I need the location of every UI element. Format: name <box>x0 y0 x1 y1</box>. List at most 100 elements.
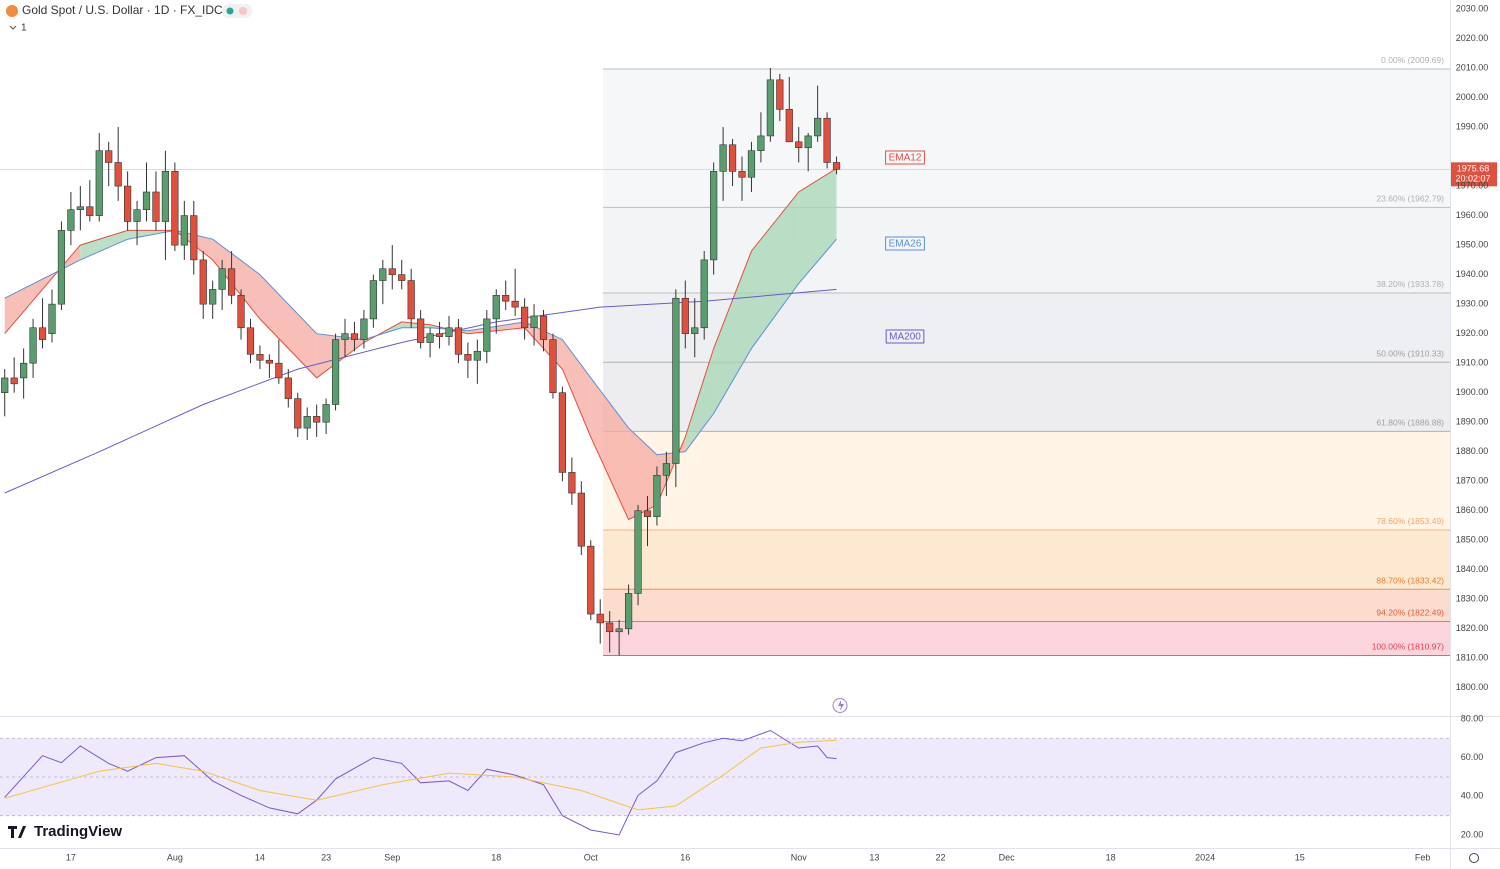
y-tick-label: 2030.00 <box>1456 3 1489 13</box>
collapse-icon[interactable] <box>9 25 17 30</box>
ema-cloud <box>80 230 128 260</box>
rsi-line <box>4 739 837 811</box>
legend-box <box>885 236 925 251</box>
candle-body <box>454 327 463 355</box>
y-tick-label: 1840.00 <box>1456 564 1489 574</box>
fib-label: 88.70% (1833.42) <box>1376 575 1444 585</box>
x-tick-label: 15 <box>1295 852 1305 862</box>
fib-label: 94.20% (1822.49) <box>1376 608 1444 618</box>
y-tick-label: 40.00 <box>1461 791 1484 801</box>
candle-body <box>265 359 273 364</box>
overlay-line <box>4 288 837 494</box>
legend-box <box>885 329 925 344</box>
ema-cloud <box>562 339 591 437</box>
candle-body <box>445 327 453 337</box>
candle-body <box>710 171 718 261</box>
ema-cloud <box>212 239 260 319</box>
candle-body <box>10 377 18 385</box>
y-tick-label: 1890.00 <box>1456 417 1489 427</box>
y-tick-label: 1990.00 <box>1456 121 1489 131</box>
candles <box>1 68 841 656</box>
y-tick-label: 1970.00 <box>1456 180 1489 190</box>
event-icon[interactable] <box>832 698 848 713</box>
candle-body <box>417 318 425 343</box>
candle-body <box>29 327 37 364</box>
candle-body <box>728 144 737 172</box>
ema-cloud <box>259 274 317 378</box>
candle-body <box>643 510 652 517</box>
candle-body <box>795 141 803 149</box>
candle-body <box>95 150 103 216</box>
legend-label: MA200 <box>889 332 921 343</box>
candle-body <box>549 339 557 393</box>
candle-body <box>662 463 670 476</box>
candle-body <box>322 404 330 423</box>
fib-band <box>603 207 1450 293</box>
ema-cloud <box>628 428 657 520</box>
x-tick-label: Feb <box>1415 852 1431 862</box>
fib-band <box>603 589 1450 622</box>
indicator-count[interactable]: 1 <box>21 23 27 34</box>
candle-body <box>209 289 217 305</box>
candle-body <box>492 294 500 320</box>
fib-label: 38.20% (1933.78) <box>1376 279 1444 289</box>
y-tick-label: 1960.00 <box>1456 210 1489 220</box>
candle-body <box>804 135 812 149</box>
candle-body <box>124 185 132 222</box>
candle-body <box>313 416 321 423</box>
candle-body <box>558 392 567 473</box>
status-dot <box>239 7 247 15</box>
candle-body <box>823 117 831 163</box>
candle-body <box>180 215 188 246</box>
candle-body <box>700 259 708 329</box>
y-tick-label: 1940.00 <box>1456 269 1489 279</box>
ema-cloud <box>590 377 629 520</box>
y-tick-label: 1930.00 <box>1456 299 1489 309</box>
x-tick-label: 16 <box>680 852 690 862</box>
x-tick-label: 18 <box>491 852 501 862</box>
fib-label: 0.00% (2009.69) <box>1381 55 1444 65</box>
candle-body <box>142 191 151 211</box>
y-tick-label: 20.00 <box>1461 829 1484 839</box>
candle-body <box>738 171 746 178</box>
candle-body <box>539 315 548 340</box>
candle-body <box>48 303 56 334</box>
candle-body <box>672 297 680 464</box>
candle-body <box>114 162 122 187</box>
candle-body <box>407 280 415 320</box>
candle-body <box>681 297 689 334</box>
candle-body <box>284 377 292 399</box>
candle-body <box>303 416 311 429</box>
y-tick-label: 1870.00 <box>1456 476 1489 486</box>
candle-body <box>369 280 377 320</box>
symbol-icon <box>6 5 18 17</box>
fib-label: 50.00% (1910.33) <box>1376 348 1444 358</box>
y-tick-label: 2000.00 <box>1456 92 1489 102</box>
candle-body <box>105 150 113 163</box>
candle-body <box>294 398 302 429</box>
candle-body <box>227 268 236 296</box>
candle-body <box>521 306 529 329</box>
candle-body <box>568 472 576 494</box>
ema-cloud <box>751 191 799 349</box>
candle-body <box>218 268 226 290</box>
candle-body <box>256 354 264 361</box>
event-icon-bolt <box>838 700 844 711</box>
fib-band <box>603 431 1450 530</box>
settings-icon[interactable] <box>1469 853 1479 863</box>
candle-body <box>464 354 472 361</box>
ema-cloud <box>316 333 364 378</box>
candle-body <box>596 613 604 624</box>
candle-body <box>76 206 84 211</box>
candle-body <box>360 318 368 340</box>
x-tick-label: 23 <box>321 852 331 862</box>
symbol-title: Gold Spot / U.S. Dollar · 1D · FX_IDC <box>22 3 223 17</box>
candle-body <box>171 171 179 246</box>
x-tick-label: Sep <box>384 852 400 862</box>
y-tick-label: 2010.00 <box>1456 62 1489 72</box>
candle-body <box>275 362 283 379</box>
candle-body <box>776 79 784 110</box>
fib-label: 78.60% (1853.49) <box>1376 516 1444 526</box>
candle-body <box>691 327 699 334</box>
